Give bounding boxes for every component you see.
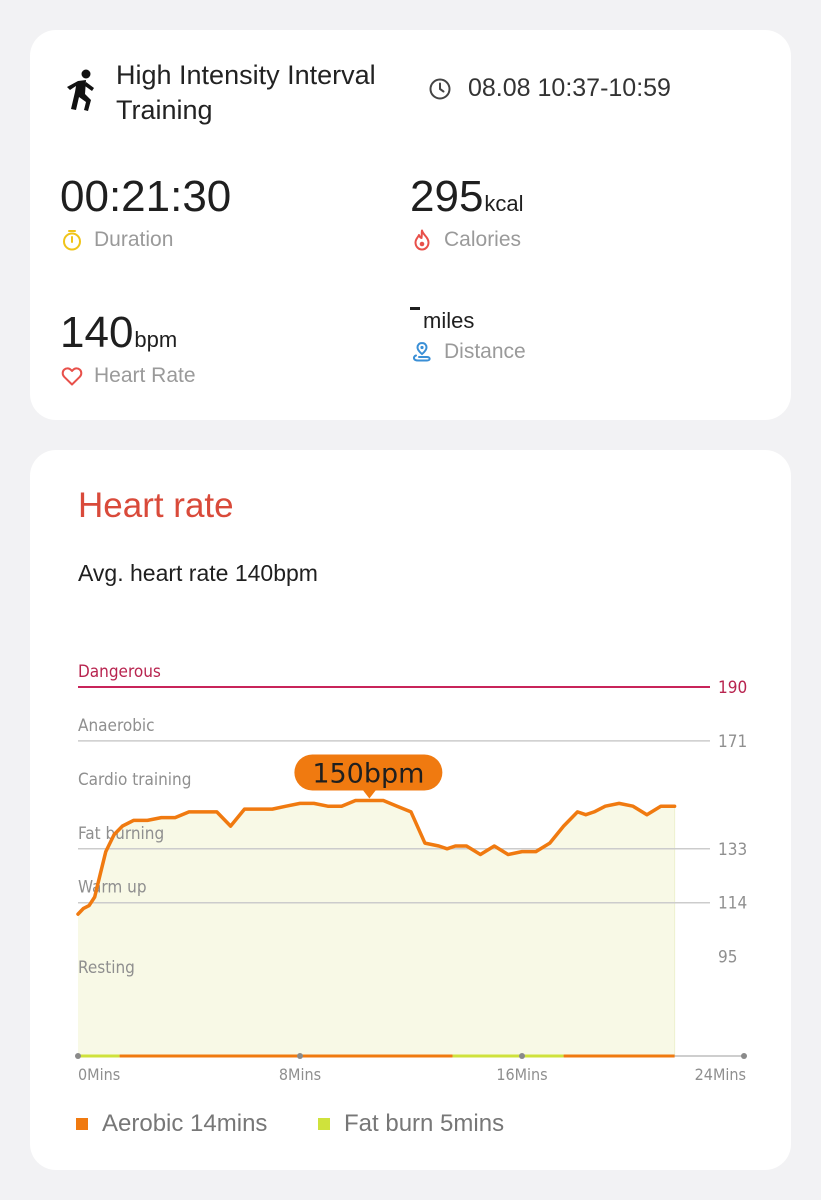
y-tick-label: 171 (718, 732, 747, 752)
y-tick-label: 95 (718, 948, 737, 968)
zone-label-warm-up: Warm up (78, 878, 147, 898)
clock-icon (429, 78, 451, 99)
calories-label: Calories (444, 228, 522, 251)
time-range-text: 08.08 10:37-10:59 (468, 74, 671, 102)
y-tick-label: 133 (718, 840, 747, 860)
zone-label-fat-burning: Fat burning (78, 824, 164, 844)
x-tick-dot (519, 1053, 525, 1059)
heart-icon (61, 367, 83, 386)
flame-icon (414, 229, 430, 251)
x-tick-dot (75, 1053, 81, 1059)
x-tick-label: 0Mins (78, 1065, 120, 1084)
heart-rate-line (76, 798, 677, 916)
legend-fat-burn-label: Fat burn 5mins (344, 1110, 505, 1137)
distance-value-dash (410, 307, 420, 310)
route-pin-icon (412, 341, 431, 362)
peak-callout-label: 150bpm (312, 759, 424, 790)
distance-unit: miles (423, 308, 475, 333)
y-tick-label: 190 (718, 678, 747, 698)
heart-rate-card: Heart rate Avg. heart rate 140bpm Danger… (30, 450, 791, 1170)
stopwatch-icon (63, 230, 81, 251)
legend-fat-burn-swatch (318, 1118, 330, 1130)
y-tick-label: 114 (718, 894, 747, 914)
legend-aerobic-label: Aerobic 14mins (102, 1110, 268, 1137)
workout-summary-card: High Intensity Interval Training 08.08 1… (30, 30, 791, 420)
zone-label-resting: Resting (78, 958, 135, 978)
peak-callout-bubble (294, 754, 443, 791)
distance-label: Distance (444, 340, 526, 363)
duration-metric: 00:21:30 Duration (60, 172, 231, 252)
heart-rate-label: Heart Rate (94, 364, 196, 387)
x-tick-label: 16Mins (496, 1065, 547, 1084)
legend-aerobic: Aerobic 14mins (76, 1110, 267, 1138)
running-person-icon (67, 69, 94, 111)
heart-rate-unit: bpm (134, 327, 178, 352)
zone-label-cardio-training: Cardio training (78, 770, 191, 790)
average-heart-rate: Avg. heart rate 140bpm (78, 560, 318, 586)
x-tick-label: 24Mins (695, 1065, 746, 1084)
calories-metric: 295 kcal Calories (410, 172, 524, 252)
distance-metric: miles Distance (410, 307, 526, 364)
duration-value: 00:21:30 (60, 172, 232, 221)
x-tick-label: 8Mins (279, 1065, 321, 1084)
zone-label-dangerous: Dangerous (78, 662, 161, 682)
duration-label: Duration (94, 228, 174, 251)
heart-rate-value: 140 (60, 308, 134, 357)
heart-rate-title: Heart rate (78, 486, 234, 525)
time-range: 08.08 10:37-10:59 (428, 74, 671, 103)
legend-aerobic-swatch (76, 1118, 88, 1130)
zone-label-anaerobic: Anaerobic (78, 716, 155, 736)
heart-rate-metric: 140 bpm Heart Rate (60, 308, 196, 388)
x-tick-dot (741, 1053, 747, 1059)
distance-value-wrap (410, 307, 422, 328)
x-tick-dot (297, 1053, 303, 1059)
legend-fat-burn: Fat burn 5mins (318, 1110, 504, 1138)
workout-name: High Intensity Interval Training (116, 60, 376, 125)
peak-callout-pointer (362, 789, 377, 799)
calories-value: 295 (410, 172, 484, 221)
heart-rate-chart[interactable]: Dangerous Anaerobic Cardio training Fat bur… (30, 450, 791, 1170)
chart-area-fill (78, 800, 675, 1056)
calories-unit: kcal (484, 191, 524, 216)
